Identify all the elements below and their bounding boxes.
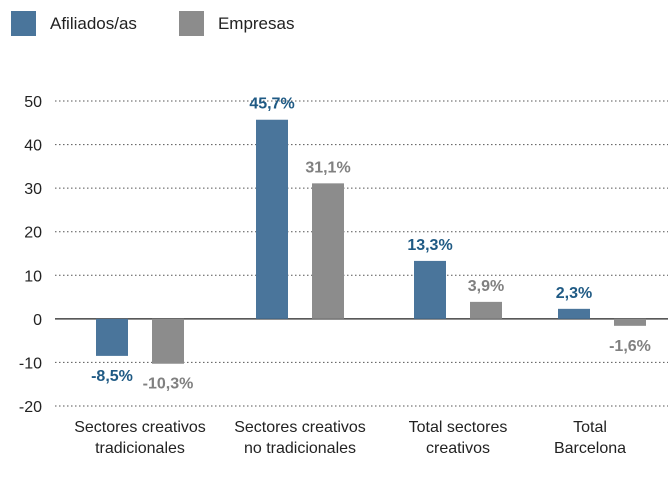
category-label-line: tradicionales — [95, 440, 185, 457]
legend-item-empresas: Empresas — [178, 11, 295, 36]
empresas-value-label: 31,1% — [305, 159, 350, 176]
category-label-line: Sectores creativos — [74, 419, 206, 436]
y-tick-label: -20 — [19, 399, 42, 416]
empresas-value-label: -1,6% — [609, 338, 651, 355]
legend-label-afiliados: Afiliados/as — [50, 13, 137, 33]
y-tick-label: -10 — [19, 355, 42, 372]
y-tick-label: 0 — [33, 312, 42, 329]
empresas-value-label: -10,3% — [143, 376, 194, 393]
category-label-line: Total — [573, 419, 607, 436]
category-label: Total Barcelona — [554, 419, 626, 457]
legend-item-afiliados: Afiliados/as — [11, 11, 137, 36]
afiliados-bar — [256, 119, 288, 319]
y-tick-label: 30 — [24, 181, 42, 198]
empresas-value-label: 3,9% — [468, 278, 504, 295]
afiliados-bar — [558, 308, 590, 319]
empresas-bar — [614, 318, 646, 326]
category-label-line: no tradicionales — [244, 440, 356, 457]
category-label: Sectores creativos tradicionales — [74, 419, 206, 457]
category-label-line: creativos — [426, 440, 490, 457]
y-tick-label: 50 — [24, 94, 42, 111]
empresas-bar — [152, 318, 184, 364]
y-tick-label: 20 — [24, 225, 42, 242]
category-label-line: Barcelona — [554, 440, 626, 457]
legend-label-empresas: Empresas — [217, 13, 295, 33]
empresas-bar — [470, 301, 502, 319]
legend-swatch-empresas — [178, 11, 204, 36]
y-tick-label: 10 — [24, 268, 42, 285]
afiliados-value-label: -8,5% — [91, 368, 133, 385]
afiliados-bar — [414, 260, 446, 319]
empresas-bar — [312, 183, 344, 319]
legend: Afiliados/as Empresas — [11, 11, 336, 36]
y-tick-label: 40 — [24, 138, 42, 155]
afiliados-value-label: 13,3% — [407, 237, 452, 254]
category-label-line: Sectores creativos — [234, 419, 366, 436]
afiliados-value-label: 45,7% — [249, 96, 294, 113]
afiliados-bar — [96, 318, 128, 356]
category-label: Sectores creativos no tradicionales — [234, 419, 366, 457]
afiliados-value-label: 2,3% — [556, 285, 592, 302]
category-label: Total sectores creativos — [409, 419, 508, 457]
legend-swatch-afiliados — [11, 11, 36, 36]
category-label-line: Total sectores — [409, 419, 508, 436]
